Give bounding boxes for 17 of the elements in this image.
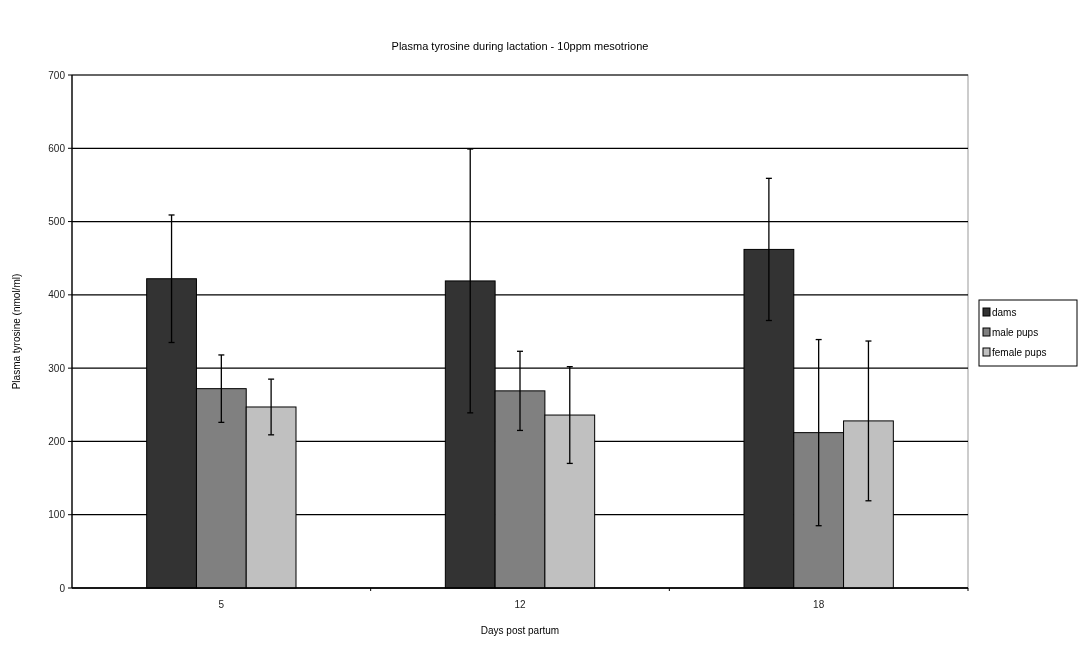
y-axis-title: Plasma tyrosine (nmol/ml) xyxy=(11,273,22,390)
legend-label: male pups xyxy=(992,327,1039,338)
x-axis-title: Days post partum xyxy=(480,625,560,636)
x-tick-label: 18 xyxy=(813,599,825,610)
chart-title: Plasma tyrosine during lactation - 10ppm mesotrione xyxy=(391,40,649,52)
y-tick-label: 200 xyxy=(48,435,66,447)
y-tick-label: 600 xyxy=(48,142,66,154)
x-tick-label: 5 xyxy=(218,599,225,610)
legend-label: female pups xyxy=(992,347,1047,358)
x-tick-label: 12 xyxy=(514,599,526,610)
y-tick-label: 300 xyxy=(48,362,66,374)
y-tick-label: 700 xyxy=(48,69,66,81)
y-tick-label: 500 xyxy=(48,216,66,228)
y-tick-label: 400 xyxy=(48,289,66,301)
legend-label: dams xyxy=(992,307,1017,318)
y-tick-label: 100 xyxy=(48,509,66,521)
y-tick-label: 0 xyxy=(59,582,66,594)
